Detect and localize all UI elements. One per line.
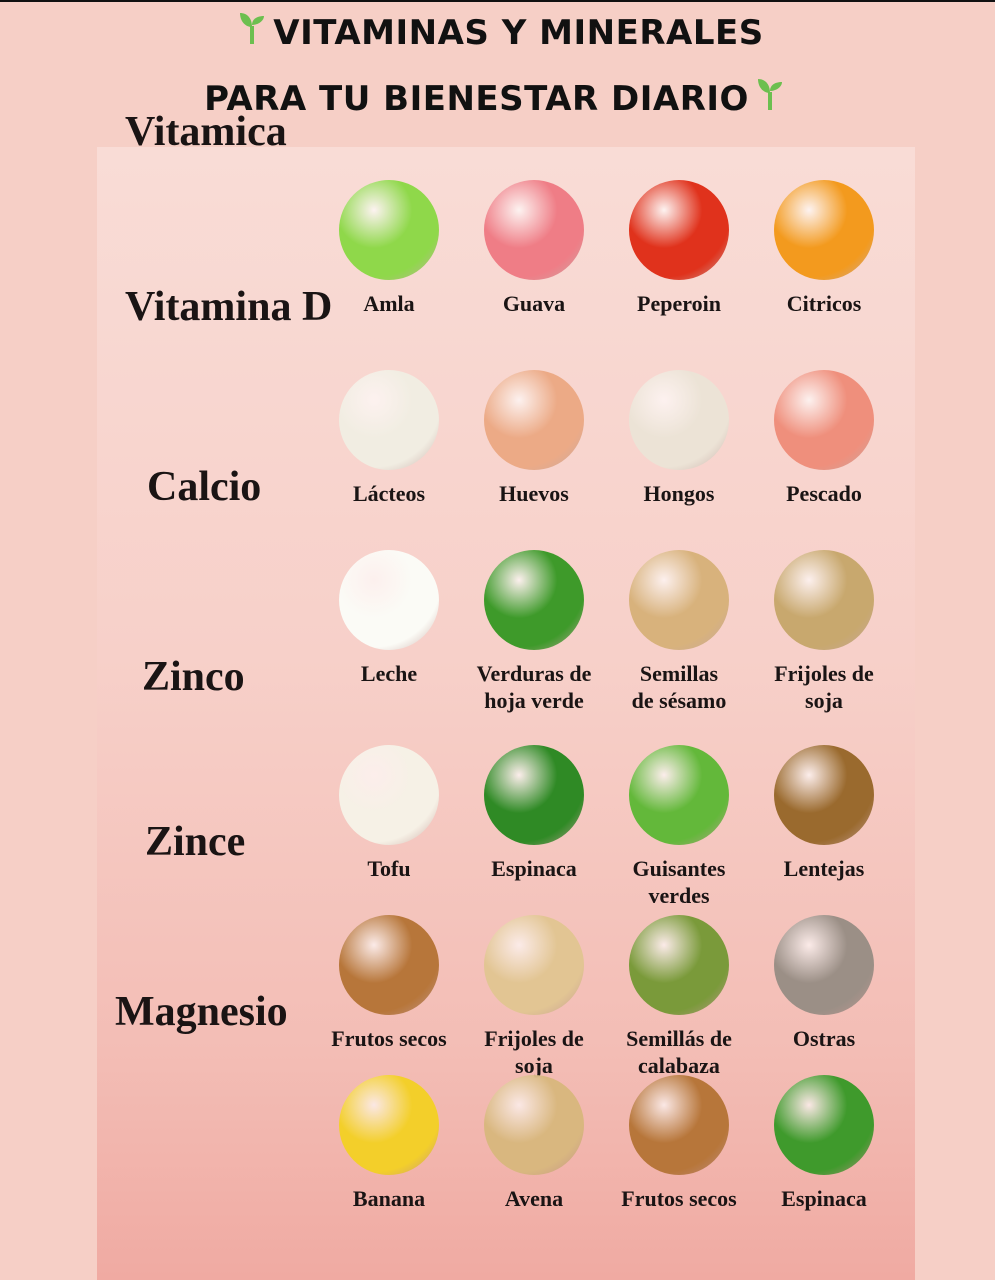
nutrient-label: Magnesio <box>115 989 288 1035</box>
title-text-2: PARA TU BIENESTAR DIARIO <box>204 79 749 119</box>
food-label: Semillas de sésamo <box>631 661 727 713</box>
nutrient-label: Zinco <box>142 654 245 700</box>
food-image <box>629 550 729 650</box>
food-item: Amla <box>319 180 459 317</box>
food-item: Ostras <box>754 915 894 1052</box>
nutrient-label: Calcio <box>147 464 262 510</box>
title-line-1: VITAMINAS Y MINERALES <box>0 10 995 53</box>
title-text-1: VITAMINAS Y MINERALES <box>273 13 764 53</box>
nutrient-label: Vitamica <box>125 109 287 155</box>
food-image <box>339 915 439 1015</box>
food-image <box>339 180 439 280</box>
food-label: Frijoles de soja <box>774 661 874 713</box>
food-item: Frijoles de soja <box>754 550 894 714</box>
top-border <box>0 0 995 2</box>
nutrient-label: Zince <box>145 819 246 865</box>
food-label: Pescado <box>786 481 862 506</box>
food-image <box>774 180 874 280</box>
food-image <box>484 1075 584 1175</box>
food-image <box>629 180 729 280</box>
food-item: Leche <box>319 550 459 687</box>
food-label: Semillás de calabaza <box>626 1026 732 1078</box>
food-image <box>774 745 874 845</box>
food-label: Frutos secos <box>621 1186 737 1211</box>
food-image <box>774 1075 874 1175</box>
food-image <box>484 370 584 470</box>
food-label: Guava <box>502 291 566 316</box>
food-image <box>484 745 584 845</box>
food-item: Frijoles de soja <box>464 915 604 1079</box>
food-item: Pescado <box>754 370 894 507</box>
food-label: Ostras <box>792 1026 856 1051</box>
food-item: Frutos secos <box>319 915 459 1052</box>
food-image <box>339 745 439 845</box>
nutrient-label: Vitamina D <box>125 284 333 330</box>
food-image <box>629 1075 729 1175</box>
food-label: Leche <box>360 661 418 686</box>
food-item: Citricos <box>754 180 894 317</box>
food-label: Peperoin <box>637 291 721 316</box>
food-item: Semillás de calabaza <box>609 915 749 1079</box>
food-item: Guava <box>464 180 604 317</box>
sprout-icon <box>757 76 783 118</box>
food-image <box>484 915 584 1015</box>
food-image <box>339 1075 439 1175</box>
food-item: Banana <box>319 1075 459 1212</box>
food-image <box>339 550 439 650</box>
sprout-icon <box>239 10 265 52</box>
food-label: Amla <box>363 291 415 316</box>
food-label: Tofu <box>367 856 411 881</box>
food-item: Lentejas <box>754 745 894 882</box>
food-label: Espinaca <box>491 856 577 881</box>
food-item: Tofu <box>319 745 459 882</box>
food-label: Citricos <box>786 291 862 316</box>
food-label: Hongos <box>643 481 715 506</box>
food-item: Verduras de hoja verde <box>464 550 604 714</box>
food-label: Frijoles de soja <box>484 1026 584 1078</box>
food-label: Huevos <box>499 481 569 506</box>
food-label: Verduras de hoja verde <box>476 661 592 713</box>
food-label: Avena <box>504 1186 564 1211</box>
food-item: Hongos <box>609 370 749 507</box>
food-item: Lácteos <box>319 370 459 507</box>
food-image <box>484 180 584 280</box>
food-item: Peperoin <box>609 180 749 317</box>
food-image <box>339 370 439 470</box>
food-image <box>774 550 874 650</box>
food-label: Lentejas <box>783 856 865 881</box>
title-line-2: PARA TU BIENESTAR DIARIO <box>0 76 995 119</box>
food-image <box>629 745 729 845</box>
food-item: Semillas de sésamo <box>609 550 749 714</box>
food-label: Frutos secos <box>331 1026 447 1051</box>
food-item: Espinaca <box>754 1075 894 1212</box>
food-image <box>629 370 729 470</box>
food-image <box>774 370 874 470</box>
food-label: Guisantes verdes <box>632 856 726 908</box>
food-item: Huevos <box>464 370 604 507</box>
food-item: Avena <box>464 1075 604 1212</box>
food-label: Espinaca <box>781 1186 867 1211</box>
food-item: Guisantes verdes <box>609 745 749 909</box>
food-image <box>774 915 874 1015</box>
food-label: Banana <box>352 1186 426 1211</box>
food-item: Espinaca <box>464 745 604 882</box>
food-label: Lácteos <box>352 481 426 506</box>
food-image <box>629 915 729 1015</box>
nutrient-panel: Vitamica Amla Guava Peperoin Citricos Vitamin… <box>97 109 915 1280</box>
food-image <box>484 550 584 650</box>
food-item: Frutos secos <box>609 1075 749 1212</box>
